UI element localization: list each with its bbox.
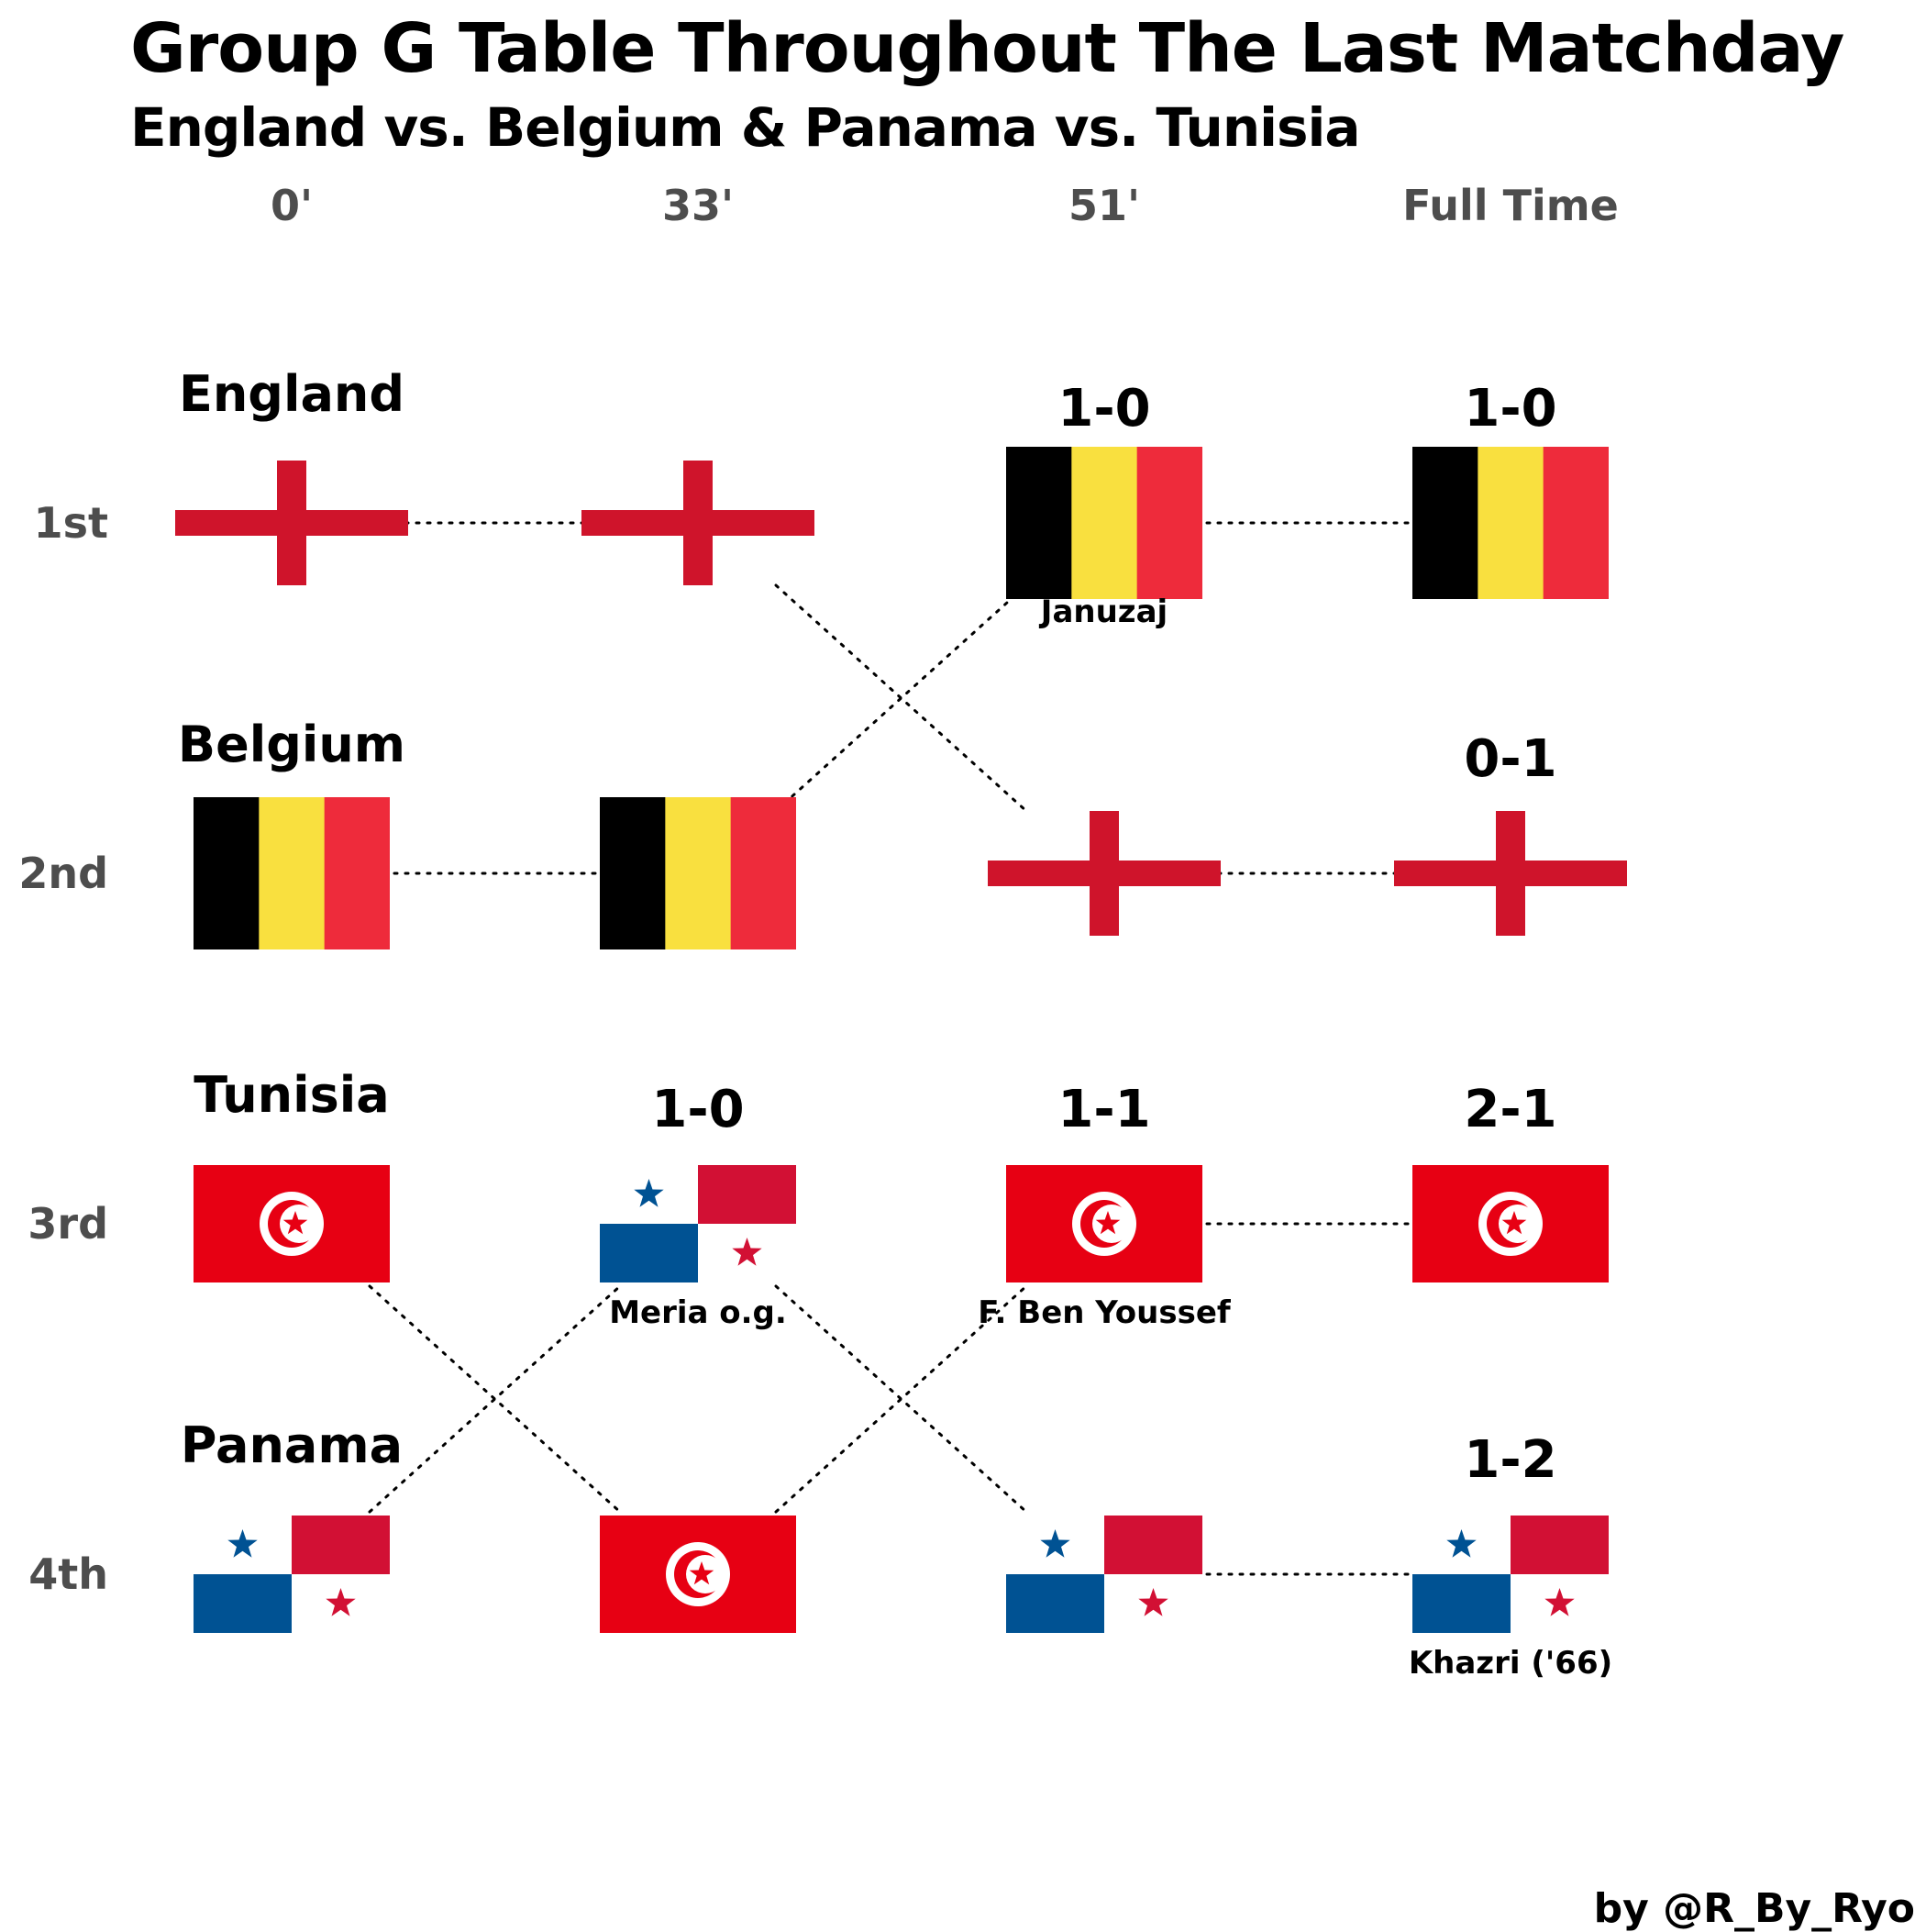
panama-flag-icon (194, 1516, 390, 1633)
england-cross-vertical (1090, 811, 1119, 936)
chart-subtitle: England vs. Belgium & Panama vs. Tunisia (130, 96, 1361, 159)
connector-line (774, 1284, 1028, 1514)
score-label: 1-2 (1464, 1430, 1556, 1490)
england-cross-vertical (683, 461, 713, 585)
y-axis-tick-label: 3rd (28, 1199, 108, 1249)
panama-red-star (326, 1588, 356, 1616)
belgium-stripe-yellow (665, 797, 732, 949)
panama-flag-icon (600, 1165, 796, 1282)
panama-red-quarter (1511, 1516, 1609, 1574)
england-flag-icon (581, 461, 814, 585)
belgium-stripe-red (1543, 447, 1609, 599)
goal-scorer-label: Meria o.g. (609, 1294, 787, 1331)
chart-title: Group G Table Throughout The Last Matchd… (130, 9, 1844, 88)
tunisia-star (689, 1561, 714, 1585)
y-axis-tick-label: 1st (34, 498, 108, 548)
belgium-stripe-yellow (1478, 447, 1544, 599)
panama-blue-quarter (600, 1224, 698, 1282)
belgium-stripe-black (1006, 447, 1073, 599)
panama-blue-quarter (1412, 1574, 1511, 1633)
belgium-stripe-red (324, 797, 390, 949)
team-name-label: Tunisia (194, 1066, 389, 1124)
team-name-label: Belgium (178, 716, 405, 773)
panama-blue-star (634, 1179, 664, 1207)
panama-blue-star (1446, 1529, 1477, 1558)
score-label: 2-1 (1464, 1080, 1556, 1139)
tunisia-star (1501, 1211, 1527, 1235)
belgium-stripe-red (1136, 447, 1202, 599)
panama-flag-icon (1412, 1516, 1609, 1633)
panama-red-star (732, 1238, 762, 1266)
x-axis-tick-label: 33' (662, 181, 734, 230)
panama-flag-icon (1006, 1516, 1202, 1633)
panama-blue-quarter (194, 1574, 292, 1633)
tunisia-flag-icon (1412, 1165, 1609, 1282)
x-axis-tick-label: 0' (271, 181, 313, 230)
score-label: 1-1 (1057, 1080, 1150, 1139)
panama-blue-quarter (1006, 1574, 1104, 1633)
tunisia-flag-icon (194, 1165, 390, 1282)
panama-red-quarter (1104, 1516, 1202, 1574)
panama-blue-star (1040, 1529, 1070, 1558)
score-label: 0-1 (1464, 729, 1556, 789)
goal-scorer-label: Januzaj (1039, 594, 1168, 630)
score-label: 1-0 (651, 1080, 744, 1139)
y-axis-tick-label: 4th (28, 1549, 108, 1599)
belgium-stripe-yellow (259, 797, 326, 949)
panama-red-star (1544, 1588, 1575, 1616)
panama-red-star (1138, 1588, 1168, 1616)
tunisia-flag-icon (1006, 1165, 1202, 1282)
tunisia-flag-icon (600, 1516, 796, 1633)
x-axis-tick-label: Full Time (1402, 181, 1619, 230)
panama-red-quarter (292, 1516, 390, 1574)
team-name-label: Panama (181, 1416, 403, 1474)
belgium-stripe-black (194, 797, 260, 949)
y-axis-tick-label: 2nd (18, 849, 108, 898)
england-cross-vertical (1496, 811, 1525, 936)
panama-red-quarter (698, 1165, 796, 1224)
england-flag-icon (1394, 811, 1627, 936)
tunisia-star (1095, 1211, 1121, 1235)
belgium-flag-icon (1412, 447, 1609, 599)
connector-line (774, 583, 1028, 813)
score-label: 1-0 (1464, 379, 1556, 439)
panama-blue-star (227, 1529, 258, 1558)
x-axis-tick-label: 51' (1068, 181, 1140, 230)
belgium-stripe-black (600, 797, 667, 949)
credit-text: by @R_By_Ryo (1593, 1885, 1915, 1932)
team-name-label: England (179, 365, 404, 423)
england-cross-vertical (277, 461, 306, 585)
connector-line (368, 1284, 622, 1514)
belgium-flag-icon (194, 797, 390, 949)
belgium-stripe-red (730, 797, 796, 949)
england-flag-icon (175, 461, 408, 585)
tunisia-star (282, 1211, 308, 1235)
goal-scorer-label: Khazri ('66) (1409, 1645, 1612, 1682)
belgium-stripe-black (1412, 447, 1479, 599)
score-label: 1-0 (1057, 379, 1150, 439)
england-flag-icon (988, 811, 1221, 936)
belgium-flag-icon (600, 797, 796, 949)
goal-scorer-label: F. Ben Youssef (978, 1294, 1232, 1331)
belgium-flag-icon (1006, 447, 1202, 599)
belgium-stripe-yellow (1071, 447, 1138, 599)
